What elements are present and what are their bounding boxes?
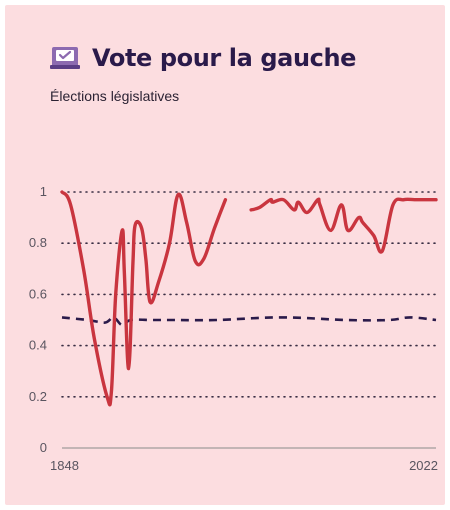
- y-tick-label-0: 0: [40, 440, 47, 455]
- chart-subtitle: Élections législatives: [50, 88, 180, 104]
- y-tick-label-2: 0.4: [29, 338, 47, 353]
- series-solid-line-segment-1: [249, 197, 438, 254]
- y-tick-label-3: 0.6: [29, 286, 47, 301]
- chart-header: Vote pour la gauche: [50, 44, 356, 72]
- x-tick-label-start: 1848: [50, 458, 79, 473]
- ballot-box-icon: [50, 47, 80, 69]
- chart-title: Vote pour la gauche: [92, 44, 357, 72]
- series-solid-line-segment-0: [60, 190, 228, 407]
- chart-card: [5, 5, 445, 505]
- y-tick-label-4: 0.8: [29, 235, 47, 250]
- x-tick-label-end: 2022: [409, 458, 438, 473]
- series-dashed-line-segment-0: [61, 316, 437, 327]
- y-tick-label-5: 1: [40, 184, 47, 199]
- y-tick-label-1: 0.2: [29, 389, 47, 404]
